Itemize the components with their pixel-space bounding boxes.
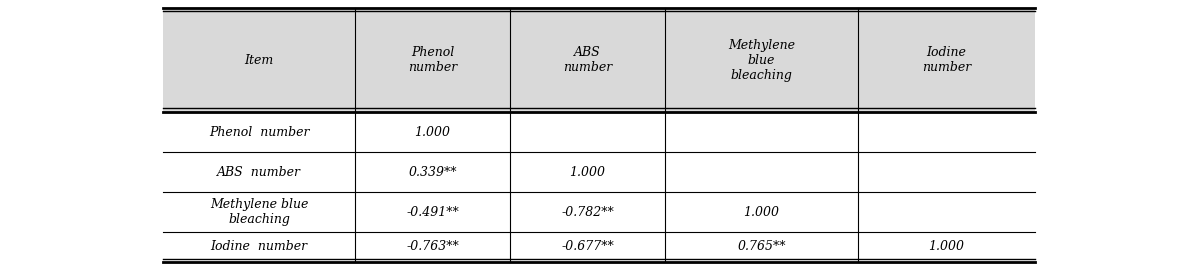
Text: Methylene blue
bleaching: Methylene blue bleaching	[209, 198, 308, 226]
Text: -0.677**: -0.677**	[562, 241, 614, 254]
Text: 1.000: 1.000	[570, 166, 606, 178]
Text: -0.782**: -0.782**	[562, 205, 614, 218]
Text: 1.000: 1.000	[744, 205, 779, 218]
Text: -0.763**: -0.763**	[406, 241, 459, 254]
Text: Phenol  number: Phenol number	[208, 126, 309, 139]
Text: 1.000: 1.000	[414, 126, 451, 139]
Text: 1.000: 1.000	[928, 241, 965, 254]
Text: ABS
number: ABS number	[563, 46, 612, 74]
Text: Methylene
blue
bleaching: Methylene blue bleaching	[728, 39, 795, 82]
Text: 0.339**: 0.339**	[408, 166, 457, 178]
Text: -0.491**: -0.491**	[406, 205, 459, 218]
Text: Phenol
number: Phenol number	[408, 46, 457, 74]
Text: Item: Item	[244, 53, 274, 66]
Text: ABS  number: ABS number	[217, 166, 301, 178]
Text: Iodine
number: Iodine number	[922, 46, 971, 74]
Text: 0.765**: 0.765**	[738, 241, 785, 254]
Text: Iodine  number: Iodine number	[211, 241, 307, 254]
